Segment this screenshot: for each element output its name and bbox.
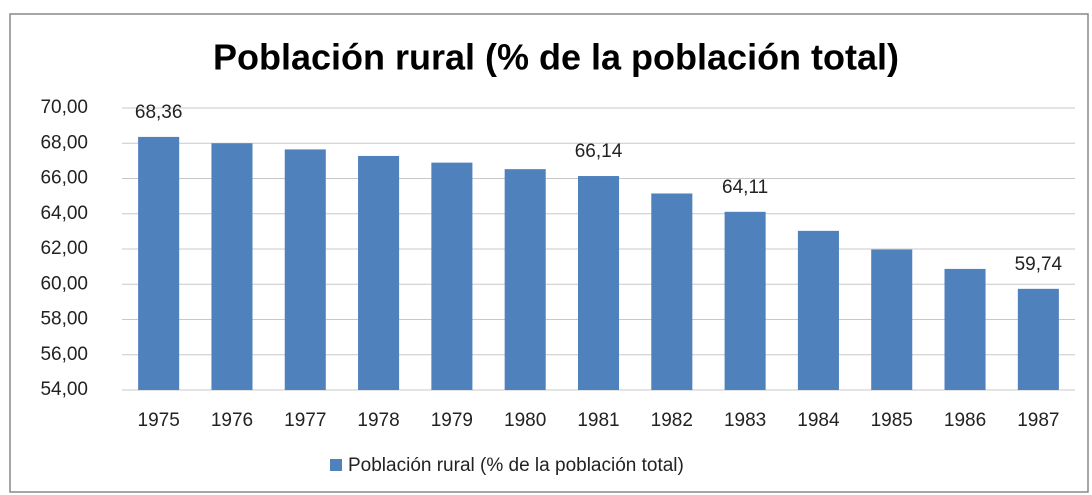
data-label: 68,36 bbox=[135, 102, 183, 123]
x-tick-label: 1979 bbox=[431, 410, 473, 431]
bar bbox=[284, 149, 326, 390]
data-label: 66,14 bbox=[575, 141, 623, 162]
x-tick-label: 1986 bbox=[944, 410, 986, 431]
bar bbox=[724, 211, 766, 390]
bar bbox=[431, 162, 473, 390]
bar bbox=[211, 143, 253, 390]
data-label: 59,74 bbox=[1015, 254, 1063, 275]
bar bbox=[651, 193, 693, 390]
y-tick-label: 56,00 bbox=[40, 344, 88, 365]
y-tick-label: 60,00 bbox=[40, 273, 88, 294]
y-tick-label: 66,00 bbox=[40, 168, 88, 189]
x-tick-label: 1981 bbox=[577, 410, 619, 431]
y-tick-label: 62,00 bbox=[40, 238, 88, 259]
bar bbox=[1017, 288, 1059, 390]
x-tick-label: 1985 bbox=[871, 410, 913, 431]
y-tick-label: 70,00 bbox=[40, 97, 88, 118]
legend-label: Población rural (% de la población total… bbox=[348, 455, 684, 476]
y-tick-label: 54,00 bbox=[40, 379, 88, 400]
y-tick-label: 68,00 bbox=[40, 132, 88, 153]
x-tick-label: 1987 bbox=[1017, 410, 1059, 431]
x-tick-label: 1977 bbox=[284, 410, 326, 431]
x-tick-label: 1976 bbox=[211, 410, 253, 431]
y-tick-label: 58,00 bbox=[40, 309, 88, 330]
bar bbox=[577, 176, 620, 390]
bar bbox=[358, 155, 400, 390]
x-tick-label: 1983 bbox=[724, 410, 766, 431]
x-tick-label: 1978 bbox=[357, 410, 399, 431]
bar bbox=[797, 230, 839, 390]
data-label: 64,11 bbox=[722, 177, 768, 198]
bar bbox=[944, 268, 986, 390]
x-tick-label: 1975 bbox=[138, 410, 180, 431]
chart-title: Población rural (% de la población total… bbox=[213, 37, 899, 78]
bar bbox=[871, 249, 913, 390]
legend-swatch bbox=[330, 459, 342, 471]
x-tick-label: 1984 bbox=[797, 410, 840, 431]
x-tick-label: 1982 bbox=[651, 410, 693, 431]
bar bbox=[138, 136, 180, 390]
bar bbox=[504, 169, 546, 390]
y-tick-label: 64,00 bbox=[40, 203, 88, 224]
x-tick-label: 1980 bbox=[504, 410, 546, 431]
